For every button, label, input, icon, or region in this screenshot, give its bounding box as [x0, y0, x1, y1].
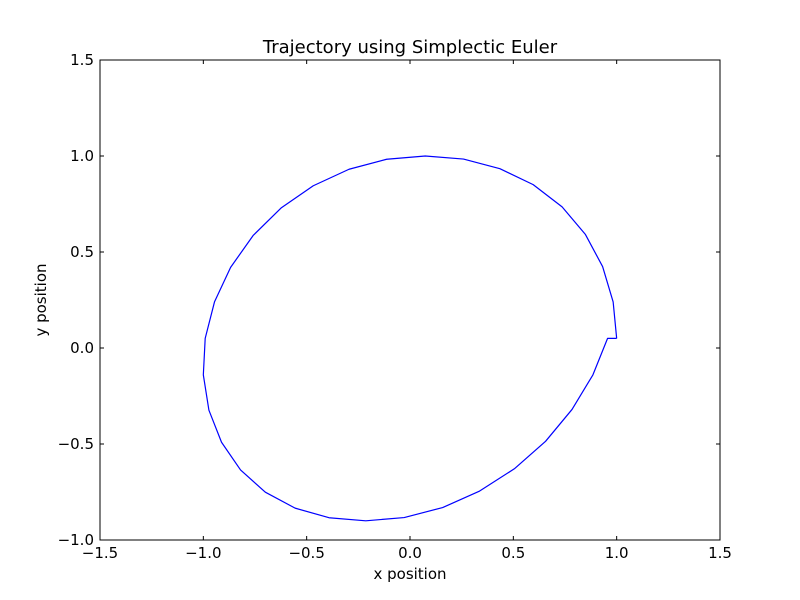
y-tick-label: −0.5 [58, 435, 94, 453]
x-tick-label: −1.0 [185, 544, 221, 562]
x-tick-label: 1.0 [605, 544, 629, 562]
x-tick-label: −0.5 [288, 544, 324, 562]
y-tick-label: 1.0 [70, 147, 94, 165]
chart-title: Trajectory using Simplectic Euler [262, 37, 558, 58]
x-tick-label: 0.5 [501, 544, 525, 562]
x-axis-label: x position [373, 565, 446, 583]
trajectory-series-line [202, 155, 618, 522]
x-tick-label: 0.0 [398, 544, 422, 562]
x-tick-label: −1.5 [82, 544, 118, 562]
ticks: −1.5 −1.0 −0.5 0.0 0.5 1.0 1.5−1.0−0.50.00.51.… [58, 51, 732, 562]
series-layer [202, 155, 618, 522]
y-axis-label: y position [32, 263, 50, 336]
y-tick-label: 0.0 [70, 339, 94, 357]
plot-area [99, 59, 721, 541]
x-tick-label: 1.5 [708, 544, 732, 562]
y-tick-label: 0.5 [70, 243, 94, 261]
y-tick-label: −1.0 [58, 531, 94, 549]
y-tick-label: 1.5 [70, 51, 94, 69]
